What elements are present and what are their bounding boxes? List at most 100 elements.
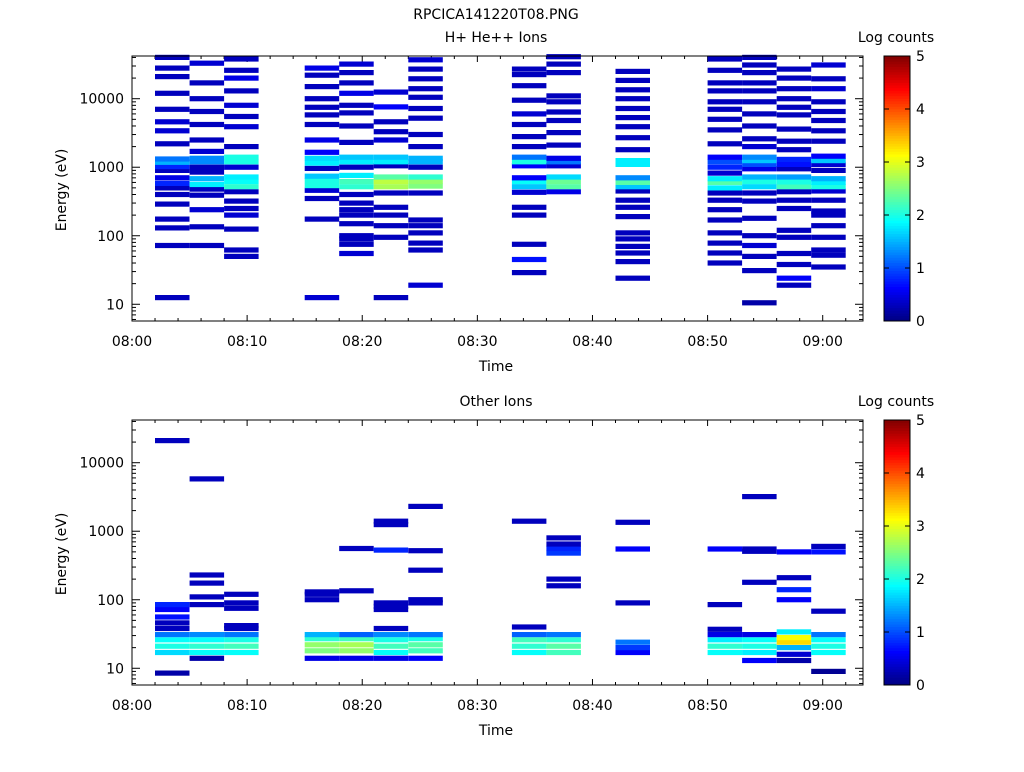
heatmap-cell <box>546 155 581 161</box>
heatmap-cell <box>339 233 374 239</box>
heatmap-cell <box>373 174 409 180</box>
heatmap-cell <box>304 648 340 654</box>
heatmap-cell <box>811 62 846 68</box>
heatmap-cell <box>224 198 259 204</box>
x-tick-label: 09:00 <box>803 334 843 350</box>
heatmap-cell <box>304 295 340 301</box>
heatmap-cell <box>511 163 547 169</box>
heatmap-cell <box>546 174 581 180</box>
heatmap-cell <box>742 99 777 105</box>
colorbar-segment <box>884 576 910 580</box>
heatmap-cell <box>615 147 650 153</box>
heatmap-cell <box>707 185 743 191</box>
heatmap-cell <box>546 637 581 643</box>
heatmap-cell <box>339 200 374 206</box>
colorbar-segment <box>884 61 910 65</box>
x-tick-label: 08:30 <box>457 698 497 714</box>
heatmap-cell <box>304 195 340 202</box>
heatmap-cell <box>373 159 409 165</box>
heatmap-cell <box>408 94 443 100</box>
heatmap-cell <box>224 253 259 259</box>
heatmap-cell <box>811 212 846 218</box>
heatmap-cell <box>339 61 374 67</box>
y-tick-label: 100 <box>97 229 124 245</box>
heatmap-cell <box>189 121 225 128</box>
colorbar-segment <box>884 560 910 564</box>
heatmap-cell <box>408 223 443 229</box>
colorbar-segment <box>884 109 910 113</box>
heatmap-cell <box>615 250 650 256</box>
heatmap-cell <box>304 173 340 179</box>
heatmap-cell <box>707 546 743 552</box>
heatmap-cell <box>189 580 225 586</box>
heatmap-cells <box>155 54 846 306</box>
heatmap-cell <box>707 649 743 656</box>
colorbar-segment <box>884 275 910 279</box>
heatmap-cell <box>615 236 650 242</box>
heatmap-cell <box>776 147 812 153</box>
colorbar-segment <box>884 592 910 596</box>
heatmap-cell <box>707 116 743 122</box>
heatmap-cell <box>742 184 777 190</box>
heatmap-cell <box>615 105 650 112</box>
colorbar-segment <box>884 433 910 437</box>
colorbar-segment <box>884 512 910 516</box>
colorbar-segment <box>884 148 910 152</box>
heatmap-cell <box>511 121 547 128</box>
colorbar-segment <box>884 547 910 551</box>
heatmap-cell <box>408 642 443 648</box>
heatmap-cell <box>304 112 340 118</box>
colorbar-segment <box>884 557 910 561</box>
colorbar-segment <box>884 544 910 548</box>
heatmap-cell <box>511 632 547 638</box>
heatmap-cell <box>511 184 547 190</box>
heatmap-cell <box>373 547 409 553</box>
heatmap-cell <box>224 212 259 218</box>
colorbar-segment <box>884 254 910 258</box>
heatmap-cell <box>408 131 443 138</box>
heatmap-cell <box>224 189 259 195</box>
heatmap-cell <box>189 649 225 656</box>
colorbar-segment <box>884 637 910 641</box>
heatmap-cell <box>546 178 581 185</box>
heatmap-cell <box>304 121 340 128</box>
panel-h-he-ions: H+ He++ Ions Energy (eV) Time 08:00 08:10… <box>54 30 934 375</box>
colorbar-segment <box>884 457 910 461</box>
heatmap-cell <box>155 54 190 60</box>
heatmap-cell <box>224 247 259 253</box>
colorbar-segment <box>884 475 910 479</box>
heatmap-cell <box>707 197 743 203</box>
colorbar-segment <box>884 230 910 234</box>
heatmap-cell <box>155 637 190 643</box>
heatmap-cell <box>511 637 547 643</box>
x-tick-label: 08:30 <box>457 334 497 350</box>
colorbar-segment <box>884 608 910 612</box>
heatmap-cell <box>189 148 225 154</box>
heatmap-cell <box>373 204 409 210</box>
heatmap-cell <box>811 197 846 203</box>
heatmap-cell <box>811 128 846 134</box>
heatmap-cell <box>615 519 650 525</box>
heatmap-cell <box>339 139 374 145</box>
colorbar-segment <box>884 661 910 665</box>
colorbar-segment <box>884 518 910 522</box>
colorbar-segment <box>884 172 910 176</box>
colorbar-frame <box>883 55 911 322</box>
heatmap-cell <box>707 217 743 223</box>
colorbar-segment <box>884 663 910 667</box>
heatmap-cell <box>189 181 225 188</box>
colorbar-segment <box>884 212 910 216</box>
colorbar-segment <box>884 114 910 118</box>
heatmap-cell <box>742 158 777 164</box>
heatmap-cell <box>707 141 743 147</box>
heatmap-cell <box>304 589 340 595</box>
heatmap-cell <box>373 154 409 160</box>
heatmap-cell <box>224 605 259 611</box>
heatmap-cell <box>811 637 846 643</box>
colorbar-segment <box>884 486 910 490</box>
heatmap-cell <box>189 632 225 638</box>
colorbar-segment <box>884 74 910 78</box>
colorbar-segment <box>884 480 910 484</box>
heatmap-cell <box>546 163 581 169</box>
